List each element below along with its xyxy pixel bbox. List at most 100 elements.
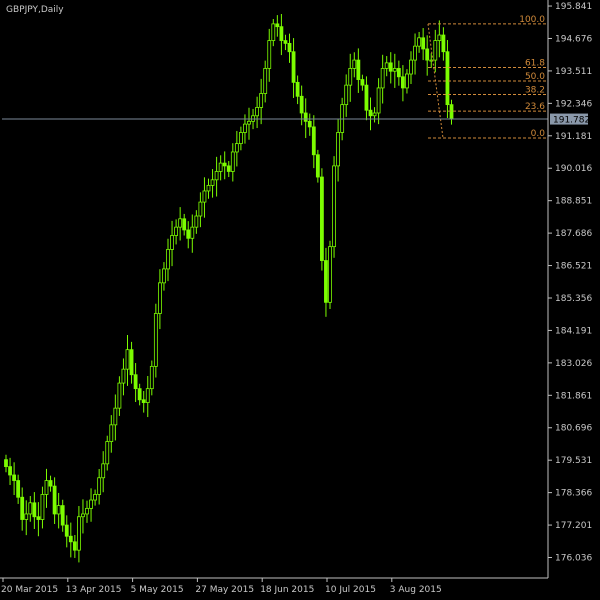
candle-body-bear [4,459,8,468]
candle [125,335,130,386]
candle-body-bull [413,45,417,61]
x-tick-label: 13 Apr 2015 [66,585,122,595]
candle-body-bull [56,505,61,515]
candle [433,29,438,73]
candle [133,363,138,403]
candle [149,360,154,396]
candle [121,358,126,396]
x-axis-ticks: 20 Mar 2015 13 Apr 2015 5 May 2015 27 May 2… [1,578,442,595]
y-tick-label: 183.026 [555,359,592,369]
x-tick-label: 5 May 2015 [131,585,184,595]
x-tick-label: 18 Jun 2015 [260,585,314,595]
candle-body-bull [190,226,195,239]
candle-body-bear [303,112,308,122]
candle-body-bull [153,313,158,367]
candle [384,56,389,77]
candle-body-bear [319,176,324,261]
candle-body-bear [8,466,12,476]
candle-body-bull [271,23,276,41]
candle [392,53,397,88]
candle-body-bull [93,494,97,501]
candle-body-bull [97,477,102,495]
fib-level-label: 38.2 [525,85,545,95]
candle [101,451,106,493]
candle [319,168,324,271]
candle-body-bull [81,513,85,518]
candle [437,20,442,58]
candle [405,69,409,94]
candle-body-bear [64,524,69,537]
candle-body-bull [348,68,353,86]
y-tick-label: 184.191 [555,326,592,336]
candle-body-bull [113,407,118,426]
candle [449,99,454,125]
candle-body-bear [68,535,73,543]
candle-body-bear [299,95,304,114]
candle [352,52,357,78]
y-tick-label: 176.036 [555,554,592,564]
candle [425,35,430,76]
candle-body-bull [28,502,33,515]
candle-body-bear [141,399,146,403]
candle [32,492,37,529]
candle [24,500,29,536]
candle-body-bear [400,76,405,89]
fib-level-label: 23.6 [525,102,545,112]
x-tick-label: 20 Mar 2015 [1,585,58,595]
candle-body-bear [388,62,393,72]
y-tick-label: 195.841 [555,2,592,12]
candle [287,33,292,63]
candle-body-bear [441,34,446,53]
candle-body-bear [279,26,284,41]
candle [380,54,385,104]
candle [52,477,57,524]
candle-body-bull [105,441,110,465]
candle-body-bull [40,494,45,520]
candle-body-bear [275,23,280,28]
y-tick-label: 194.676 [555,34,592,44]
candle-body-bull [328,246,332,303]
x-tick-label: 3 Aug 2015 [390,585,442,595]
candle [372,107,377,123]
candle [109,415,114,453]
y-tick-label: 187.686 [555,229,592,239]
candle [44,468,49,508]
candle-body-bull [230,151,235,172]
candle-body-bull [210,179,215,186]
candle-body-bear [222,162,227,167]
current-price-tag-box [550,113,588,125]
y-tick-label: 190.016 [555,164,592,174]
candle-body-bull [218,162,223,172]
candle [376,78,381,125]
candle-body-bull [376,87,381,114]
candle-body-bull [44,480,49,495]
candle-body-bear [133,374,138,390]
candle [271,19,276,47]
candle [113,394,118,441]
candle [198,192,203,228]
candle [8,457,12,485]
candle-body-bull [109,424,114,442]
candle-body-bull [85,507,89,515]
candle-body-bull [352,59,357,69]
candle [445,40,450,118]
y-tick-label: 181.861 [555,391,592,401]
candle-body-bull [157,282,162,314]
candle-body-bull [251,115,255,122]
candle [186,221,191,249]
candle [328,240,332,310]
candle-body-bear [445,51,450,106]
candle [48,475,53,492]
candle-body-bull [198,201,203,217]
candle [77,506,81,563]
candle [182,213,187,236]
candle [303,98,308,139]
candle-body-bear [182,218,187,231]
candle-body-bull [417,37,422,47]
candle-body-bull [267,40,272,69]
candle [60,499,65,532]
candle [85,500,89,523]
candle [190,214,195,253]
candle-body-bear [16,480,21,498]
candle-body-bull [437,34,442,41]
